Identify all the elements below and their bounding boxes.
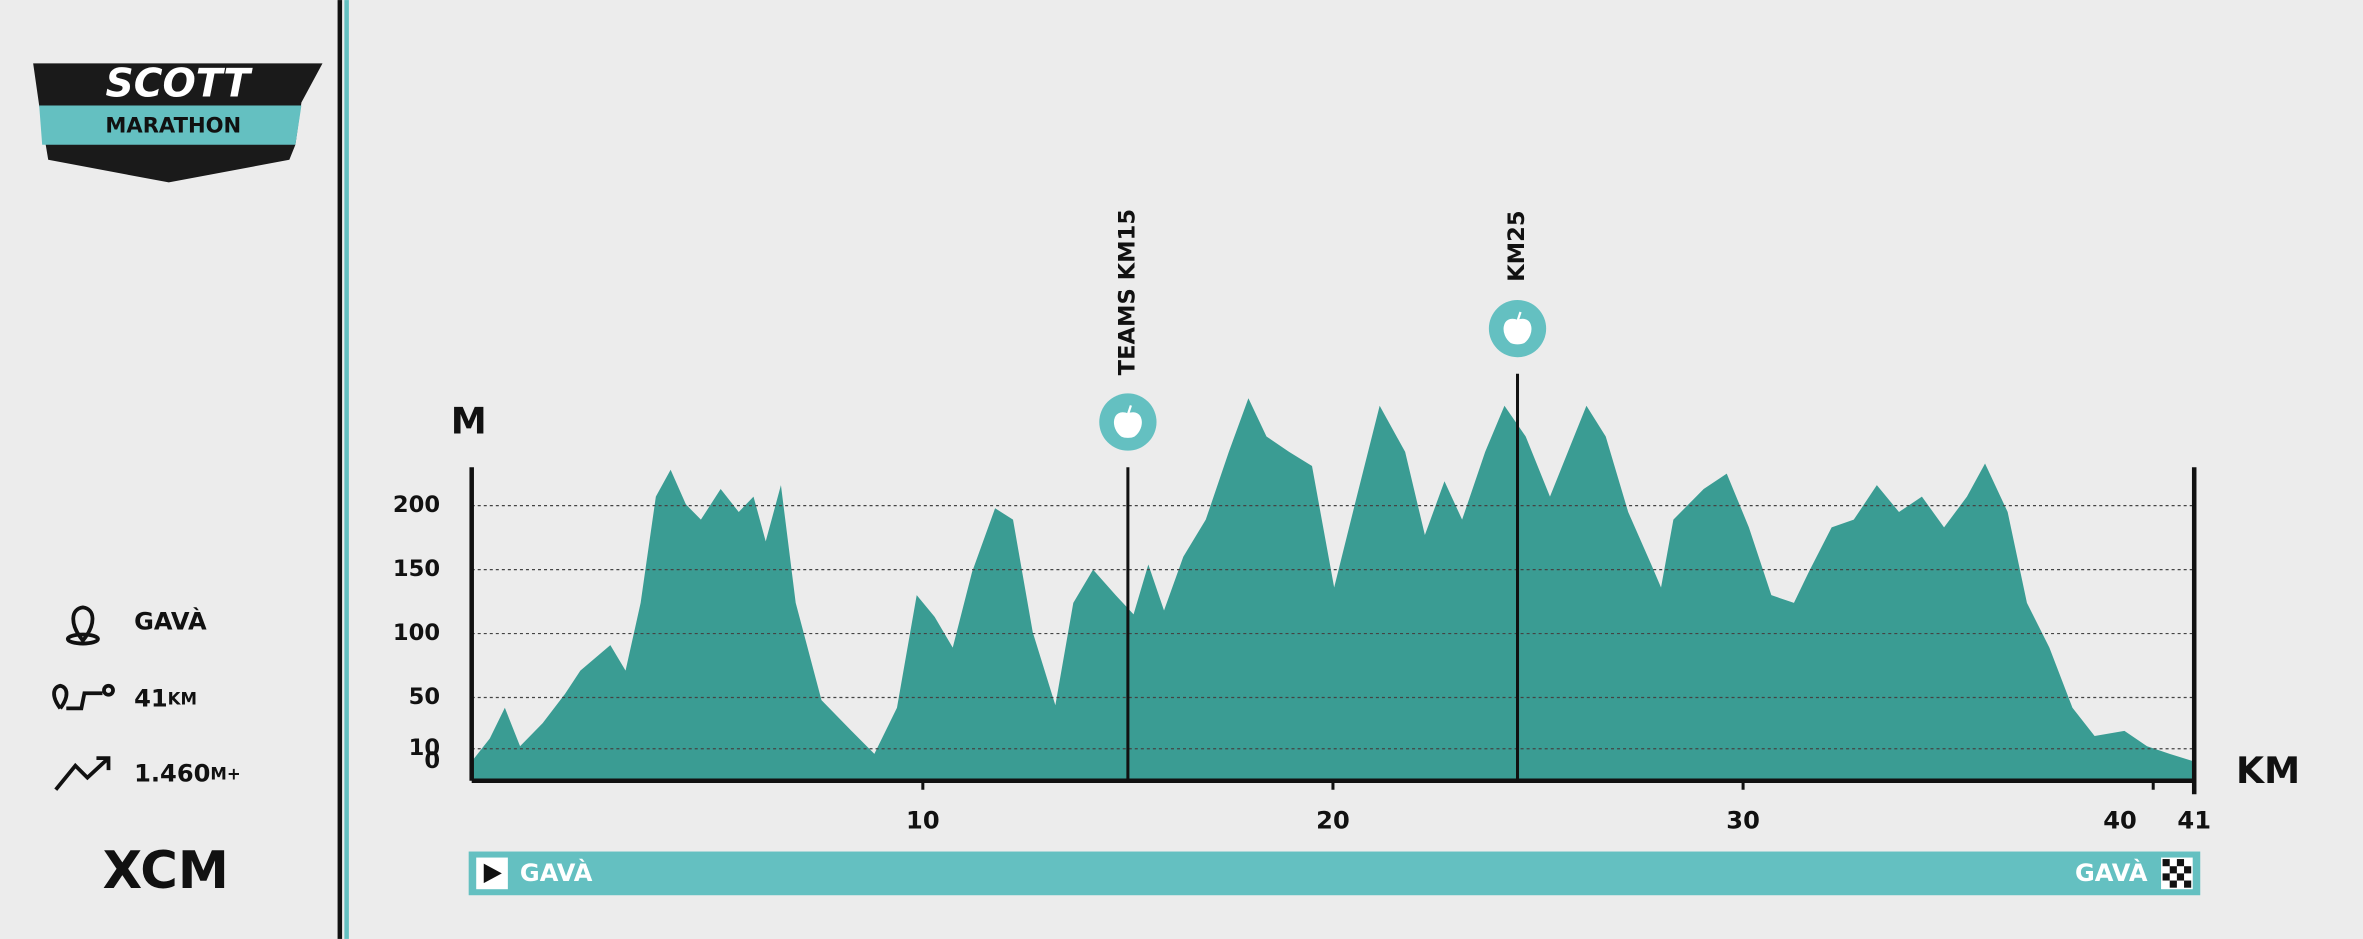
category: XCM [103, 841, 229, 901]
route-start: GAVÀ [520, 858, 593, 887]
finish-flag [2161, 857, 2193, 890]
y-tick-label: 200 [393, 492, 440, 518]
flag-square [2162, 873, 2170, 881]
x-tick-label: 41 [2177, 806, 2211, 834]
y-tick-label: 150 [393, 556, 440, 582]
logo-brand: SCOTT [106, 61, 254, 106]
divider-accent [344, 0, 349, 939]
logo: SCOTT MARATHON [33, 61, 323, 183]
elevation-area [471, 398, 2195, 781]
flag-square [2169, 866, 2177, 874]
route-band [468, 851, 2201, 896]
location-icon-base [65, 632, 100, 646]
distance-value: 41 [134, 684, 168, 712]
flag-square [2169, 880, 2177, 888]
x-axis-label: KM [2236, 749, 2300, 792]
info-icons [52, 605, 115, 791]
divider [337, 0, 343, 939]
logo-band [39, 105, 302, 145]
apple-icon [1503, 311, 1532, 345]
apple-icon [1114, 405, 1142, 438]
flag-square [2184, 880, 2192, 888]
distance: 41KM [134, 684, 197, 712]
logo-event: MARATHON [105, 113, 241, 138]
x-tick-label: 20 [1316, 806, 1350, 834]
flag-square [2162, 859, 2170, 867]
y-tick-label: 100 [393, 620, 440, 646]
climb-unit: M+ [210, 764, 240, 783]
marker-label: TEAMS KM15 [1114, 209, 1140, 375]
location: GAVÀ [134, 606, 207, 635]
x-tick-label: 10 [906, 806, 940, 834]
distance-unit: KM [168, 689, 197, 708]
x-tick-label: 40 [2103, 806, 2137, 834]
y-tick-label: 50 [409, 684, 440, 710]
flag-square [2176, 873, 2185, 881]
y-tick-label: 0 [424, 748, 440, 774]
flag-square [2184, 866, 2192, 874]
start-arrow [483, 863, 502, 884]
y-axis-label: M [451, 400, 487, 443]
climb-icon [54, 756, 111, 791]
flag-square [2176, 859, 2185, 867]
route-finish: GAVÀ [2075, 858, 2148, 887]
route-icon [52, 683, 103, 711]
climb: 1.460M+ [134, 760, 241, 788]
route-icon-end [102, 683, 115, 697]
y-tick-label: 10 [409, 735, 440, 761]
route-bar: GAVÀ GAVÀ [468, 851, 2201, 896]
x-tick-label: 30 [1726, 806, 1760, 834]
marker-label: KM25 [1504, 210, 1530, 281]
location-icon [71, 605, 95, 644]
climb-value: 1.460 [134, 760, 210, 788]
